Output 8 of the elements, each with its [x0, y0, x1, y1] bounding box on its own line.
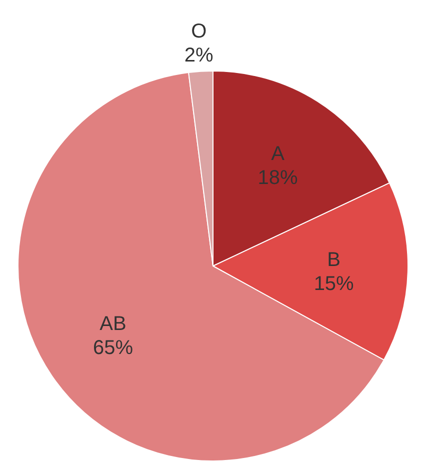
data-label: 18%: [258, 166, 298, 189]
slice-label: AB: [100, 312, 126, 335]
slice-label: B: [327, 248, 341, 271]
data-label: 15%: [314, 272, 354, 295]
data-label: 2%: [184, 44, 214, 66]
data-label: 65%: [92, 336, 134, 359]
slice-label: A: [271, 142, 286, 165]
slice-label: O: [191, 20, 207, 42]
